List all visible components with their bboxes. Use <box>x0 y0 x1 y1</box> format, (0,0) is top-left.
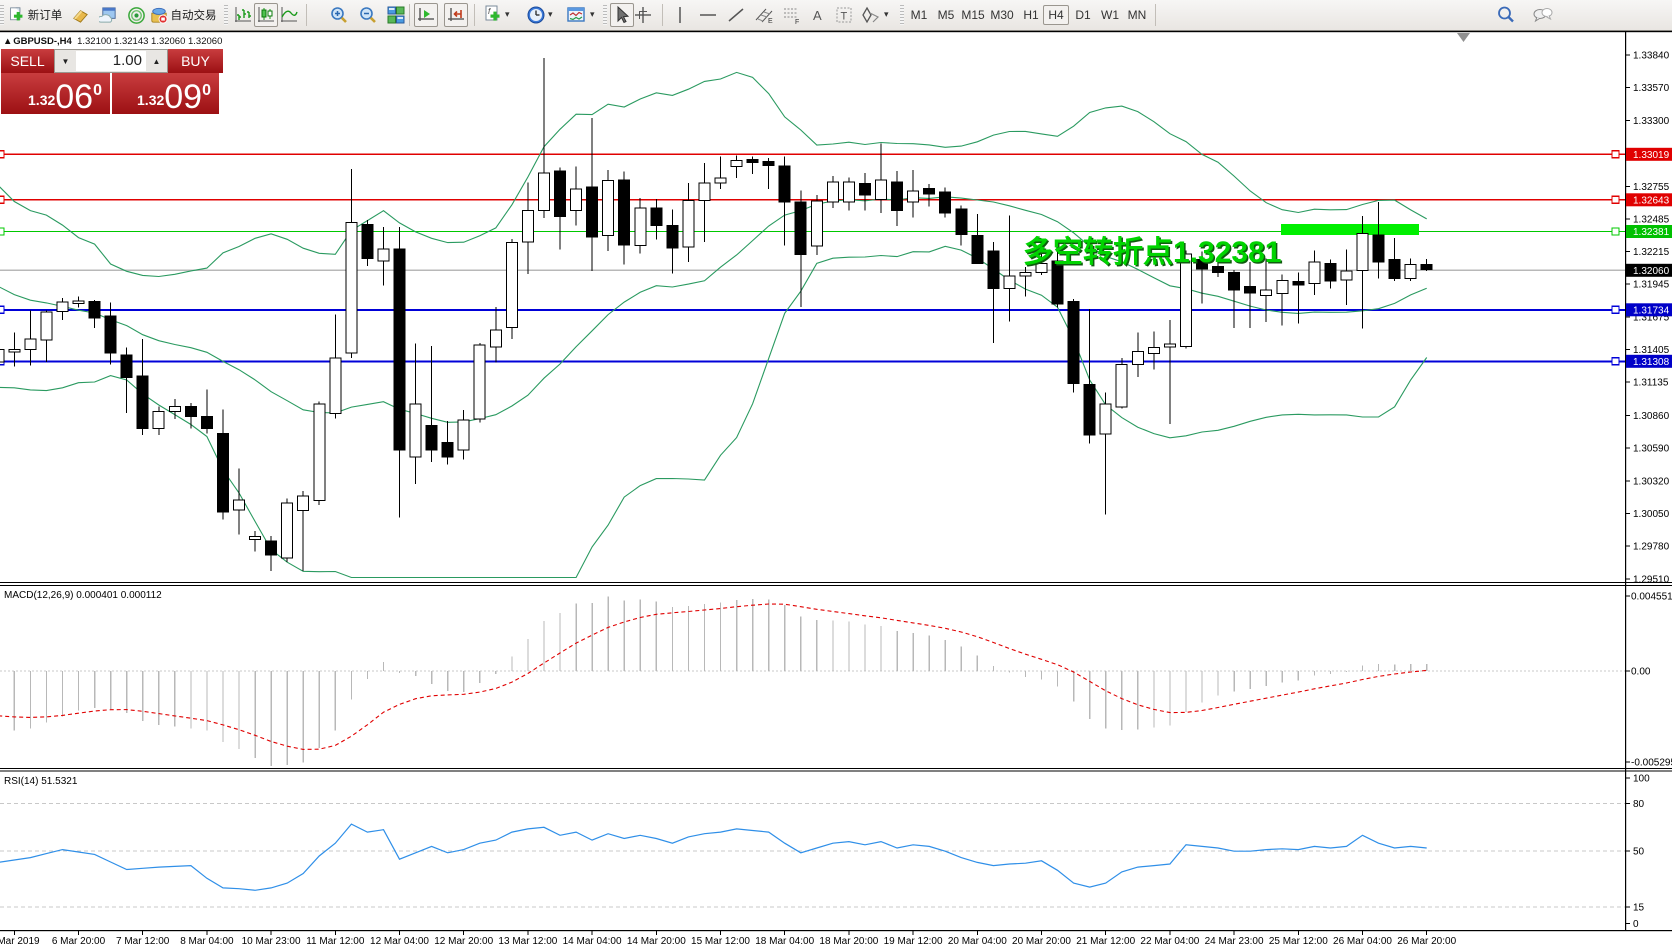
svg-text:15 Mar 12:00: 15 Mar 12:00 <box>691 936 750 947</box>
svg-text:T: T <box>841 11 848 23</box>
svg-text:21 Mar 12:00: 21 Mar 12:00 <box>1076 936 1135 947</box>
svg-text:14 Mar 04:00: 14 Mar 04:00 <box>563 936 622 947</box>
svg-text:6 Mar 20:00: 6 Mar 20:00 <box>52 936 106 947</box>
svg-text:F: F <box>795 19 799 25</box>
svg-text:20 Mar 04:00: 20 Mar 04:00 <box>948 936 1007 947</box>
svg-text:0.004551: 0.004551 <box>1631 592 1672 603</box>
svg-text:1.32485: 1.32485 <box>1633 214 1670 225</box>
svg-text:24 Mar 23:00: 24 Mar 23:00 <box>1205 936 1264 947</box>
svg-text:13 Mar 12:00: 13 Mar 12:00 <box>498 936 557 947</box>
svg-text:10 Mar 23:00: 10 Mar 23:00 <box>242 936 301 947</box>
svg-text:E: E <box>768 18 773 25</box>
svg-text:A: A <box>813 8 822 23</box>
svg-text:1.31308: 1.31308 <box>1633 357 1670 368</box>
svg-text:1.32381: 1.32381 <box>1633 227 1670 238</box>
svg-text:1.33019: 1.33019 <box>1633 150 1670 161</box>
svg-text:1.33840: 1.33840 <box>1633 51 1670 62</box>
svg-text:25 Mar 12:00: 25 Mar 12:00 <box>1269 936 1328 947</box>
svg-text:1.30860: 1.30860 <box>1633 411 1670 422</box>
svg-text:50: 50 <box>1633 847 1645 858</box>
svg-text:12 Mar 20:00: 12 Mar 20:00 <box>434 936 493 947</box>
svg-text:1.31734: 1.31734 <box>1633 305 1670 316</box>
svg-text:1.30320: 1.30320 <box>1633 476 1670 487</box>
svg-text:1.31135: 1.31135 <box>1633 378 1669 389</box>
svg-text:20 Mar 20:00: 20 Mar 20:00 <box>1012 936 1071 947</box>
svg-text:1.32643: 1.32643 <box>1633 195 1670 206</box>
svg-text:1.30050: 1.30050 <box>1633 509 1670 520</box>
svg-text:1.32215: 1.32215 <box>1633 247 1670 258</box>
svg-text:7 Mar 12:00: 7 Mar 12:00 <box>116 936 170 947</box>
svg-text:15: 15 <box>1633 903 1645 914</box>
svg-text:0: 0 <box>1633 919 1639 930</box>
svg-text:26 Mar 04:00: 26 Mar 04:00 <box>1333 936 1392 947</box>
svg-text:14 Mar 20:00: 14 Mar 20:00 <box>627 936 686 947</box>
svg-text:多空转折点1.32381: 多空转折点1.32381 <box>1023 236 1281 269</box>
svg-text:1.30590: 1.30590 <box>1633 444 1670 455</box>
svg-text:26 Mar 20:00: 26 Mar 20:00 <box>1397 936 1456 947</box>
svg-text:f: f <box>488 7 491 16</box>
svg-text:1.32755: 1.32755 <box>1633 182 1670 193</box>
svg-text:RSI(14) 51.5321: RSI(14) 51.5321 <box>4 776 78 787</box>
svg-text:18 Mar 20:00: 18 Mar 20:00 <box>819 936 878 947</box>
svg-text:19 Mar 12:00: 19 Mar 12:00 <box>884 936 943 947</box>
svg-text:1.29780: 1.29780 <box>1633 542 1670 553</box>
svg-text:1.31405: 1.31405 <box>1633 345 1670 356</box>
svg-text:1.31675: 1.31675 <box>1633 312 1670 323</box>
svg-text:12 Mar 04:00: 12 Mar 04:00 <box>370 936 429 947</box>
svg-text:1.32060: 1.32060 <box>1633 266 1670 277</box>
svg-text:11 Mar 12:00: 11 Mar 12:00 <box>306 936 365 947</box>
svg-text:MACD(12,26,9) 0.000401 0.00011: MACD(12,26,9) 0.000401 0.000112 <box>4 590 162 601</box>
svg-text:8 Mar 04:00: 8 Mar 04:00 <box>180 936 234 947</box>
svg-text:0.00: 0.00 <box>1631 667 1651 678</box>
svg-text:22 Mar 04:00: 22 Mar 04:00 <box>1140 936 1199 947</box>
svg-text:1.33570: 1.33570 <box>1633 83 1670 94</box>
svg-text:1.29510: 1.29510 <box>1633 574 1670 585</box>
svg-text:18 Mar 04:00: 18 Mar 04:00 <box>755 936 814 947</box>
svg-text:1.33300: 1.33300 <box>1633 116 1670 127</box>
svg-text:-0.005295: -0.005295 <box>1631 758 1672 769</box>
svg-text:80: 80 <box>1633 799 1645 810</box>
svg-text:100: 100 <box>1633 774 1650 785</box>
svg-text:5 Mar 2019: 5 Mar 2019 <box>0 936 40 947</box>
svg-text:1.31945: 1.31945 <box>1633 280 1670 291</box>
